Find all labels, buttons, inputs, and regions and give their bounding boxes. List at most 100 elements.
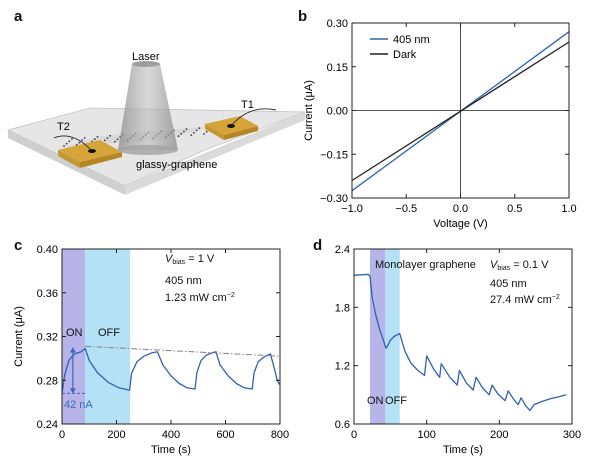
x-tick-label: −0.5 xyxy=(395,203,417,215)
y-tick-label: 0.40 xyxy=(37,244,58,256)
graphene-dot xyxy=(81,139,83,142)
t2-label: T2 xyxy=(57,121,70,133)
electrode-t2 xyxy=(58,140,122,168)
legend-label-405nm: 405 nm xyxy=(393,34,430,46)
panel-d-x-axis-label: Time (s) xyxy=(443,444,483,456)
panel-a: a xyxy=(6,8,306,195)
legend-label-dark: Dark xyxy=(393,49,417,61)
x-tick-label: 600 xyxy=(216,429,234,441)
panel-d-ticks: 0 100 200 300 0.6 1.2 1.8 2.4 xyxy=(335,244,581,441)
graphene-dot xyxy=(183,130,185,133)
series-line-1 xyxy=(353,273,567,412)
graphene-dot xyxy=(193,131,195,134)
t1-label: T1 xyxy=(241,99,254,111)
graphene-dot xyxy=(71,138,73,140)
y-tick-label: 0.6 xyxy=(335,419,350,431)
shaded-region-on xyxy=(62,249,86,424)
x-tick-label: 200 xyxy=(107,429,125,441)
delta-arrowhead-top xyxy=(69,347,76,353)
graphene-dot xyxy=(177,135,180,138)
panel-d-power: 27.4 mW cm−2 xyxy=(490,294,560,306)
laser-beam xyxy=(118,61,178,155)
graphene-dot xyxy=(185,128,188,131)
panel-d-letter: d xyxy=(313,237,322,254)
panel-d-on-label: ON xyxy=(367,395,384,407)
x-tick-label: 200 xyxy=(490,429,508,441)
series-line-2 xyxy=(85,345,281,357)
series-line-1 xyxy=(61,347,281,394)
y-tick-label: 1.8 xyxy=(335,302,350,314)
panel-d-shaded-regions xyxy=(369,249,400,424)
x-tick-label: 0 xyxy=(351,429,357,441)
graphene-dot xyxy=(109,134,112,137)
graphene-dot xyxy=(83,137,86,139)
panel-c-off-label: OFF xyxy=(98,327,120,339)
panel-d-vbias: Vbias = 0.1 V xyxy=(490,259,549,272)
x-tick-label: 0 xyxy=(59,429,65,441)
graphene-dot xyxy=(103,139,106,142)
panel-c-x-axis-label: Time (s) xyxy=(151,444,191,456)
x-tick-label: 400 xyxy=(162,429,180,441)
shaded-region-on xyxy=(369,249,386,424)
panel-a-letter: a xyxy=(14,8,23,25)
panel-c-delta-label: 42 nA xyxy=(64,399,93,411)
y-tick-label: 0.30 xyxy=(327,18,348,30)
x-tick-label: 1.0 xyxy=(561,203,576,215)
graphene-dot xyxy=(203,133,205,135)
panel-c-ticks: 0 200 400 600 800 0.24 0.28 0.32 0.36 0.40 xyxy=(37,244,290,441)
panel-c-delta-annotation xyxy=(62,347,87,394)
panel-d-monolayer-label: Monolayer graphene xyxy=(375,259,476,271)
graphene-dot xyxy=(114,140,116,143)
graphene-dot xyxy=(198,127,201,129)
x-tick-label: −1.0 xyxy=(341,203,363,215)
wire-t2 xyxy=(53,135,93,152)
wire-t1 xyxy=(230,108,277,127)
panel-c-y-axis-label: Current (μA) xyxy=(13,306,25,367)
x-tick-label: 0.0 xyxy=(453,203,468,215)
panel-b-ticks: −1.0 −0.5 0.0 0.5 1.0 −0.30 −0.15 0.00 0.15 0.30 xyxy=(320,18,576,215)
x-tick-label: 100 xyxy=(417,429,435,441)
panel-c-letter: c xyxy=(14,237,22,254)
graphene-dot xyxy=(63,145,65,147)
y-tick-label: −0.15 xyxy=(320,149,348,161)
panel-c-shaded-regions xyxy=(62,249,131,424)
y-tick-label: −0.30 xyxy=(320,193,348,205)
x-tick-label: 800 xyxy=(271,429,289,441)
graphene-dot xyxy=(180,132,183,135)
graphene-dot xyxy=(190,134,193,137)
panel-c: c 0 200 400 600 800 0.24 0.28 0.32 0.36 0.40 Time… xyxy=(13,237,289,456)
panel-d-frame xyxy=(353,248,573,425)
shaded-region-off xyxy=(85,249,131,424)
x-tick-label: 300 xyxy=(563,429,581,441)
graphene-dot xyxy=(106,137,109,140)
y-tick-label: 0.28 xyxy=(37,375,58,387)
panel-b-series xyxy=(351,31,570,192)
panel-b: b −1.0 −0.5 0.0 0.5 1.0 −0.30 −0.15 0.00 0.15 0.3… xyxy=(298,8,577,230)
panel-c-wavelength: 405 nm xyxy=(165,275,202,287)
x-tick-label: 0.5 xyxy=(507,203,522,215)
graphene-dot xyxy=(93,138,96,141)
y-tick-label: 0.00 xyxy=(327,106,348,118)
delta-arrowhead-bottom xyxy=(69,388,76,394)
panel-b-x-axis-label: Voltage (V) xyxy=(433,218,487,230)
graphene-dot xyxy=(116,138,119,141)
y-tick-label: 0.15 xyxy=(327,62,348,74)
graphene-dot xyxy=(195,129,198,132)
panel-d-wavelength: 405 nm xyxy=(490,278,527,290)
laser-label: Laser xyxy=(132,51,160,63)
panel-c-series xyxy=(61,345,281,394)
y-tick-label: 0.32 xyxy=(37,332,58,344)
panel-b-legend: 405 nm Dark xyxy=(370,34,430,61)
graphene-dot xyxy=(68,140,71,143)
y-tick-label: 1.2 xyxy=(335,361,350,373)
graphene-dot xyxy=(78,141,81,144)
graphene-dot xyxy=(205,130,208,133)
graphene-dot xyxy=(65,142,68,145)
panel-b-letter: b xyxy=(298,8,307,25)
panel-d-series xyxy=(353,273,567,412)
panel-c-power: 1.23 mW cm−2 xyxy=(165,292,235,304)
graphene-dot xyxy=(75,144,78,146)
panel-c-vbias: Vbias = 1 V xyxy=(165,253,215,266)
glassy-graphene-label: glassy-graphene xyxy=(136,159,217,171)
